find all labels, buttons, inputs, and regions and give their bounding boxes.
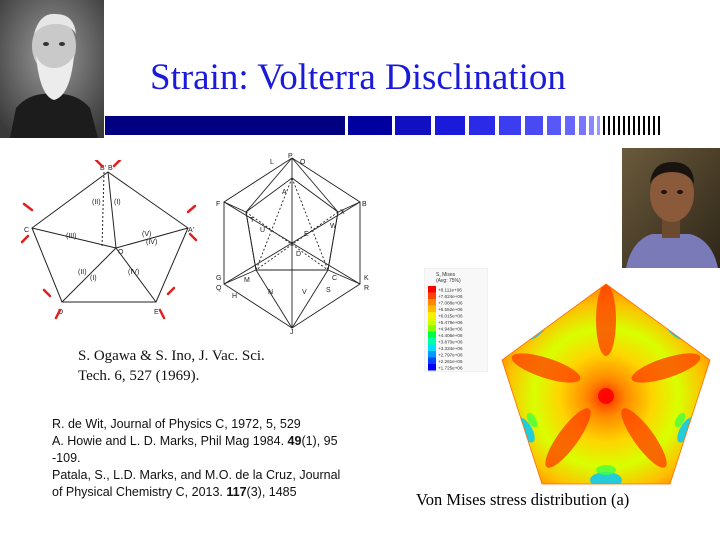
reference-text: (3), 1485 — [246, 485, 297, 499]
legend-value: +4.406e+06 — [438, 333, 463, 338]
pentagon-label-top: B' B — [100, 165, 113, 172]
title-decoration-bar — [105, 116, 665, 135]
pentagon-sector-label: (III) — [66, 233, 77, 240]
legend-swatch — [428, 292, 436, 299]
icosa-label: H — [232, 293, 237, 300]
legend-swatch — [428, 338, 436, 345]
icosa-label: X — [340, 209, 345, 216]
legend-value: +8.111e+06 — [438, 288, 462, 293]
legend-value: +3.870e+06 — [438, 340, 463, 345]
icosa-label: G — [216, 275, 221, 282]
reference-volume: 117 — [226, 485, 247, 499]
icosa-label: N — [268, 289, 273, 296]
legend-value: +5.479e+06 — [438, 320, 463, 325]
icosa-label: A — [282, 189, 287, 196]
legend-swatch — [428, 344, 436, 351]
portrait-photo-left — [0, 0, 104, 138]
legend-value: +7.088e+06 — [438, 301, 463, 306]
legend-swatch — [428, 331, 436, 338]
pentagon-sector-label: (IV) — [146, 239, 157, 246]
legend-swatch — [428, 318, 436, 325]
legend-value: +4.943e+06 — [438, 327, 463, 332]
reference-line: A. Howie and L. D. Marks, Phil Mag 1984.… — [52, 433, 382, 450]
icosa-label: M — [244, 277, 250, 284]
reference-text: (1), 95 — [301, 434, 338, 448]
legend-title: S, Mises — [436, 272, 456, 278]
figure-caption: Von Mises stress distribution (a) — [416, 490, 630, 509]
reference-text: A. Howie and L. D. Marks, Phil Mag 1984. — [52, 434, 288, 448]
pentagon-sector-label: (IV) — [128, 269, 139, 276]
legend-value: +2.261e+06 — [438, 359, 463, 364]
pentagon-sector-label: (I) — [114, 199, 121, 206]
stress-legend: S, Mises (Avg: 75%) +8.111e+06 +7.624e+06… — [423, 267, 489, 373]
icosa-label: U — [260, 227, 265, 234]
citation-line: S. Ogawa & S. Ino, J. Vac. Sci. — [78, 348, 265, 364]
icosa-label: R — [364, 285, 369, 292]
icosahedron-diagram: L P O F A B T U W X D E G Q H K R J M N … — [208, 152, 376, 336]
legend-subtitle: (Avg: 75%) — [436, 278, 461, 284]
icosa-label: E — [304, 231, 309, 238]
legend-value: +2.797e+06 — [438, 353, 463, 358]
legend-swatch — [428, 351, 436, 358]
pentagon-sector-label: (V) — [142, 231, 151, 238]
legend-value: +3.334e+06 — [438, 346, 463, 351]
icosa-label: C — [332, 275, 337, 282]
legend-swatch — [428, 312, 436, 319]
icosa-label: D — [296, 251, 301, 258]
portrait-photo-right — [622, 148, 720, 268]
legend-swatch — [428, 325, 436, 332]
legend-value: +7.624e+06 — [438, 294, 463, 299]
icosa-label: J — [290, 329, 294, 334]
legend-swatch — [428, 357, 436, 364]
legend-value: +6.552e+06 — [438, 307, 463, 312]
pentagon-label-bottom-right: E — [154, 309, 159, 316]
icosa-label: S — [326, 287, 331, 294]
pentagon-label-left: C — [24, 227, 29, 234]
pentagon-twin-diagram: B' B C A' D E O (II) (I) (III) (V) (IV) … — [18, 158, 198, 320]
legend-value: +6.015e+06 — [438, 314, 463, 319]
reference-text: of Physical Chemistry C, 2013. — [52, 485, 227, 499]
legend-swatch — [428, 305, 436, 312]
pentagon-label-center: O — [118, 249, 124, 256]
references-block: R. de Wit, Journal of Physics C, 1972, 5… — [52, 416, 382, 501]
slide-title: Strain: Volterra Disclination — [150, 57, 566, 98]
icosa-label: K — [364, 275, 369, 282]
icosa-label: W — [330, 223, 337, 230]
citation-line: Tech. 6, 527 (1969). — [78, 368, 200, 384]
reference-line: of Physical Chemistry C, 2013. 117(3), 1… — [52, 484, 382, 501]
icosa-label: V — [302, 289, 307, 296]
reference-line: -109. — [52, 451, 81, 465]
legend-swatch — [428, 364, 436, 371]
pentagon-label-bottom-left: D — [58, 309, 63, 316]
icosa-label: P — [288, 153, 293, 160]
icosa-label: F — [216, 201, 220, 208]
legend-swatch — [428, 286, 436, 293]
pentagon-label-right: A' — [188, 227, 194, 234]
reference-volume: 49 — [287, 434, 302, 448]
citation-ogawa: S. Ogawa & S. Ino, J. Vac. Sci. Tech. 6,… — [78, 346, 378, 386]
reference-line: Patala, S., L.D. Marks, and M.O. de la C… — [52, 468, 341, 482]
stress-distribution-map — [496, 280, 716, 490]
icosa-label: B — [362, 201, 367, 208]
pentagon-sector-label: (II) — [78, 269, 87, 276]
icosa-label: L — [270, 159, 274, 166]
icosa-label: O — [300, 159, 306, 166]
pentagon-sector-label: (II) — [92, 199, 101, 206]
icosa-label: T — [250, 217, 255, 224]
legend-swatch — [428, 299, 436, 306]
reference-line: R. de Wit, Journal of Physics C, 1972, 5… — [52, 417, 301, 431]
legend-value: +1.725e+06 — [438, 366, 463, 371]
pentagon-sector-label: (I) — [90, 275, 97, 282]
icosa-label: Q — [216, 285, 222, 292]
